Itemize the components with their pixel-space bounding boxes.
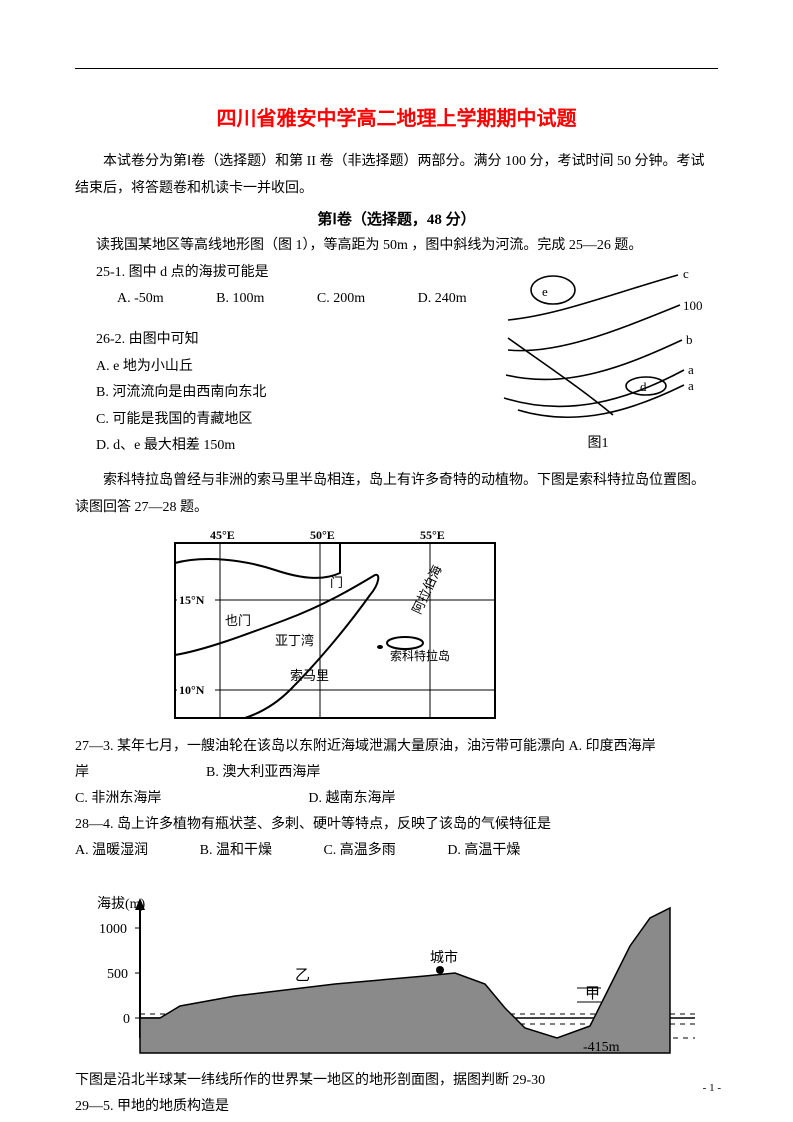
page-title: 四川省雅安中学高二地理上学期期中试题 — [75, 102, 718, 131]
label-a1: a — [688, 362, 694, 377]
contour-a-top — [504, 370, 684, 406]
label-15n: 15°N — [179, 593, 205, 607]
q27-line2: 岸 B. 澳大利亚西海岸 — [75, 760, 718, 786]
q25-opt-b: B. 100m — [195, 286, 264, 313]
q27-opt-c: C. 非洲东海岸 — [75, 791, 161, 806]
ytick-0: 0 — [123, 1012, 130, 1027]
socotra-island-shape — [387, 637, 423, 649]
q25-26-stem-pre: 读我国某地区等高线地形图（图 1），等高距为 50m ，图中斜线为河流。完成 2… — [75, 233, 718, 260]
section-1-header: 第Ⅰ卷（选择题，48 分） — [75, 208, 718, 229]
label-gate: 门 — [330, 575, 343, 590]
label-somalia: 索马里 — [290, 668, 329, 683]
q27-stem: 27—3. 某年七月，一艘油轮在该岛以东附近海域泄漏大量原油，油污带可能漂向 A… — [75, 734, 718, 760]
q28-stem: 28—4. 岛上许多植物有瓶状茎、多刺、硬叶等特点，反映了该岛的气候特征是 — [75, 812, 718, 838]
label-arabian-sea: 阿拉伯海 — [409, 563, 445, 616]
coast-arabia — [175, 543, 340, 578]
ytick-1000: 1000 — [99, 922, 127, 937]
land-profile — [140, 908, 670, 1053]
figure-1-svg: e c 100 b a a d — [483, 260, 713, 425]
figure-2-socotra-map: 45°E 50°E 55°E 15°N 10°N 也门 门 亚丁湾 索马里 索科… — [165, 525, 718, 730]
label-d: d — [640, 379, 647, 394]
q28-opt-d: D. 高温干燥 — [447, 843, 520, 858]
figure-3-svg: 海拔(m) 1000 500 0 乙 城市 甲 -415m — [85, 888, 700, 1063]
label-c: c — [683, 266, 689, 281]
exam-intro: 本试卷分为第Ⅰ卷（选择题）和第 II 卷（非选择题）两部分。满分 100 分，考… — [75, 149, 718, 202]
q29-30-intro: 下图是沿北半球某一纬线所作的世界某一地区的地形剖面图，据图判断 29-30 — [75, 1068, 718, 1095]
y-axis-label: 海拔(m) — [97, 896, 146, 912]
label-yemen: 也门 — [225, 613, 251, 628]
q25-opt-d: D. 240m — [397, 286, 467, 313]
q27-opt-b: B. 澳大利亚西海岸 — [206, 765, 320, 780]
label-100: 100 — [683, 298, 703, 313]
contour-b — [506, 340, 682, 380]
label-city: 城市 — [430, 949, 458, 966]
q28-opt-a: A. 温暖湿润 — [75, 843, 148, 858]
map-frame — [175, 543, 495, 718]
q25-opt-c: C. 200m — [296, 286, 365, 313]
label-45e: 45°E — [210, 528, 235, 542]
closed-contour-e — [531, 276, 575, 304]
label-55e: 55°E — [420, 528, 445, 542]
q28-opt-c: C. 高温多雨 — [323, 843, 395, 858]
q27-opt-d: D. 越南东海岸 — [308, 791, 395, 806]
islet-1 — [377, 645, 383, 649]
q27-pad: 岸 — [75, 765, 89, 780]
label-socotra: 索科特拉岛 — [390, 648, 450, 663]
label-b: b — [686, 332, 693, 347]
label-aden: 亚丁湾 — [275, 633, 314, 648]
label-depth: -415m — [583, 1040, 620, 1055]
figure-2-svg: 45°E 50°E 55°E 15°N 10°N 也门 门 亚丁湾 索马里 索科… — [165, 525, 505, 725]
page-number: - 1 - — [703, 1082, 721, 1094]
top-horizontal-rule — [75, 68, 718, 69]
q28-opts: A. 温暖湿润 B. 温和干燥 C. 高温多雨 D. 高温干燥 — [75, 838, 718, 864]
figure-1-caption: 图1 — [483, 432, 713, 452]
q25-opt-a: A. -50m — [96, 286, 164, 313]
q29-stem: 29—5. 甲地的地质构造是 — [75, 1094, 718, 1121]
q27-line3: C. 非洲东海岸 D. 越南东海岸 — [75, 786, 718, 812]
label-yi: 乙 — [295, 968, 310, 984]
ytick-500: 500 — [107, 967, 128, 982]
q28-opt-b: B. 温和干燥 — [200, 843, 272, 858]
label-50e: 50°E — [310, 528, 335, 542]
q28-block: 28—4. 岛上许多植物有瓶状茎、多刺、硬叶等特点，反映了该岛的气候特征是 A.… — [75, 812, 718, 864]
label-10n: 10°N — [179, 683, 205, 697]
figure-1-contour-map: e c 100 b a a d 图1 — [483, 260, 713, 450]
q27-block: 27—3. 某年七月，一艘油轮在该岛以东附近海域泄漏大量原油，油污带可能漂向 A… — [75, 734, 718, 812]
contour-100 — [508, 305, 680, 351]
socotra-intro: 索科特拉岛曾经与非洲的索马里半岛相连，岛上有许多奇特的动植物。下图是索科特拉岛位… — [75, 468, 718, 521]
city-dot — [436, 966, 444, 974]
label-e: e — [542, 284, 548, 299]
label-a2: a — [688, 378, 694, 393]
figure-3-profile: 海拔(m) 1000 500 0 乙 城市 甲 -415m — [85, 888, 718, 1068]
